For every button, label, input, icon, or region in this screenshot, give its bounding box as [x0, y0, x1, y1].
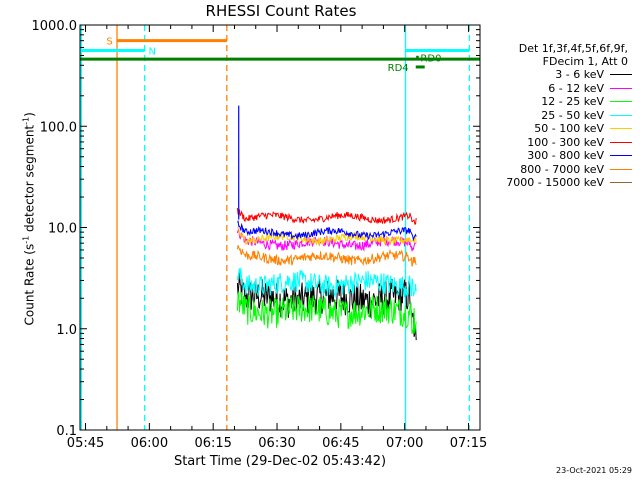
legend-entry-swatch: [610, 101, 632, 103]
x-tick-label: 06:45: [322, 436, 359, 451]
chart-title: RHESSI Count Rates: [205, 2, 357, 20]
legend-entry: 300 - 800 keV: [506, 149, 632, 163]
legend-entry-swatch: [610, 87, 632, 89]
y-tick-label: 0.1: [56, 424, 77, 439]
legend-entry-label: 800 - 7000 keV: [520, 162, 604, 176]
vertical-marker-lines: [80, 25, 471, 430]
y-tick-label: 10.0: [48, 222, 77, 237]
series-line-100-300-kev: [236, 208, 417, 225]
legend-entry: 100 - 300 keV: [506, 136, 632, 150]
axes-group: 0.1 1.0 10.0 100.0 1000.0 05:45 06:00 06:15 06:3…: [32, 19, 488, 451]
legend-entry: 7000 - 15000 keV: [506, 176, 632, 190]
plot-frame: [79, 24, 481, 431]
timestamp-footer: 23-Oct-2021 05:29: [556, 466, 632, 475]
legend-entry-label: 300 - 800 keV: [527, 149, 604, 163]
y-axis-label: Count Rate (s-1 detector segment-1): [21, 112, 37, 326]
legend-entry-swatch: [610, 141, 632, 143]
legend-header-detectors: Det 1f,3f,4f,5f,6f,9f,: [518, 42, 628, 55]
x-tick-label: 06:00: [131, 436, 168, 451]
x-tick-label: 06:15: [194, 436, 231, 451]
legend-entry: 50 - 100 keV: [506, 122, 632, 136]
legend-entry-label: 100 - 300 keV: [527, 135, 604, 149]
legend-entry: 25 - 50 keV: [506, 109, 632, 123]
legend-entry-label: 3 - 6 keV: [555, 68, 604, 82]
legend-entry: 12 - 25 keV: [506, 95, 632, 109]
annotation-bars: S N RD0 RD4: [80, 37, 480, 74]
legend-entry: 800 - 7000 keV: [506, 163, 632, 177]
legend-entry-swatch: [610, 182, 632, 184]
x-tick-label: 05:45: [67, 436, 104, 451]
series-line-6-12-kev: [236, 228, 417, 252]
series-line-800-7000-kev: [236, 245, 417, 267]
annotation-label-rd4: RD4: [388, 63, 409, 74]
legend-entry-swatch: [610, 168, 632, 170]
x-tick-label: 07:00: [386, 436, 423, 451]
legend-entry-swatch: [610, 114, 632, 116]
annotation-label-n: N: [149, 46, 156, 57]
x-axis-label: Start Time (29-Dec-02 05:43:42): [173, 454, 387, 469]
legend-entry-swatch: [610, 74, 632, 76]
series-line-300-800-kev: [237, 220, 417, 242]
annotation-label-s: S: [106, 37, 112, 48]
legend-header: Det 1f,3f,4f,5f,6f,9f, FDecim 1, Att 0: [519, 42, 628, 68]
legend-entry-label: 7000 - 15000 keV: [506, 176, 604, 190]
series-group: [236, 105, 417, 341]
y-tick-label: 1.0: [56, 323, 77, 338]
series-line-12-25-kev: [236, 291, 417, 334]
legend-entry-swatch: [610, 128, 632, 130]
y-tick-label: 1000.0: [32, 19, 78, 34]
legend-entry-label: 50 - 100 keV: [534, 122, 604, 136]
legend-entry: 6 - 12 keV: [506, 82, 632, 96]
legend-header-decimation: FDecim 1, Att 0: [542, 55, 628, 68]
legend-entry: 3 - 6 keV: [506, 68, 632, 82]
legend: 3 - 6 keV 6 - 12 keV 12 - 25 keV 25 - 50 ke…: [506, 68, 632, 190]
legend-entry-label: 25 - 50 keV: [541, 108, 604, 122]
annotation-label-rd0: RD0: [420, 53, 441, 64]
series-line-25-50-kev: [236, 267, 417, 299]
x-tick-label: 06:30: [258, 436, 295, 451]
y-tick-label: 100.0: [40, 120, 77, 135]
legend-entry-label: 12 - 25 keV: [541, 95, 604, 109]
x-tick-label: 07:15: [450, 436, 487, 451]
legend-entry-label: 6 - 12 keV: [548, 81, 604, 95]
legend-entry-swatch: [610, 155, 632, 157]
